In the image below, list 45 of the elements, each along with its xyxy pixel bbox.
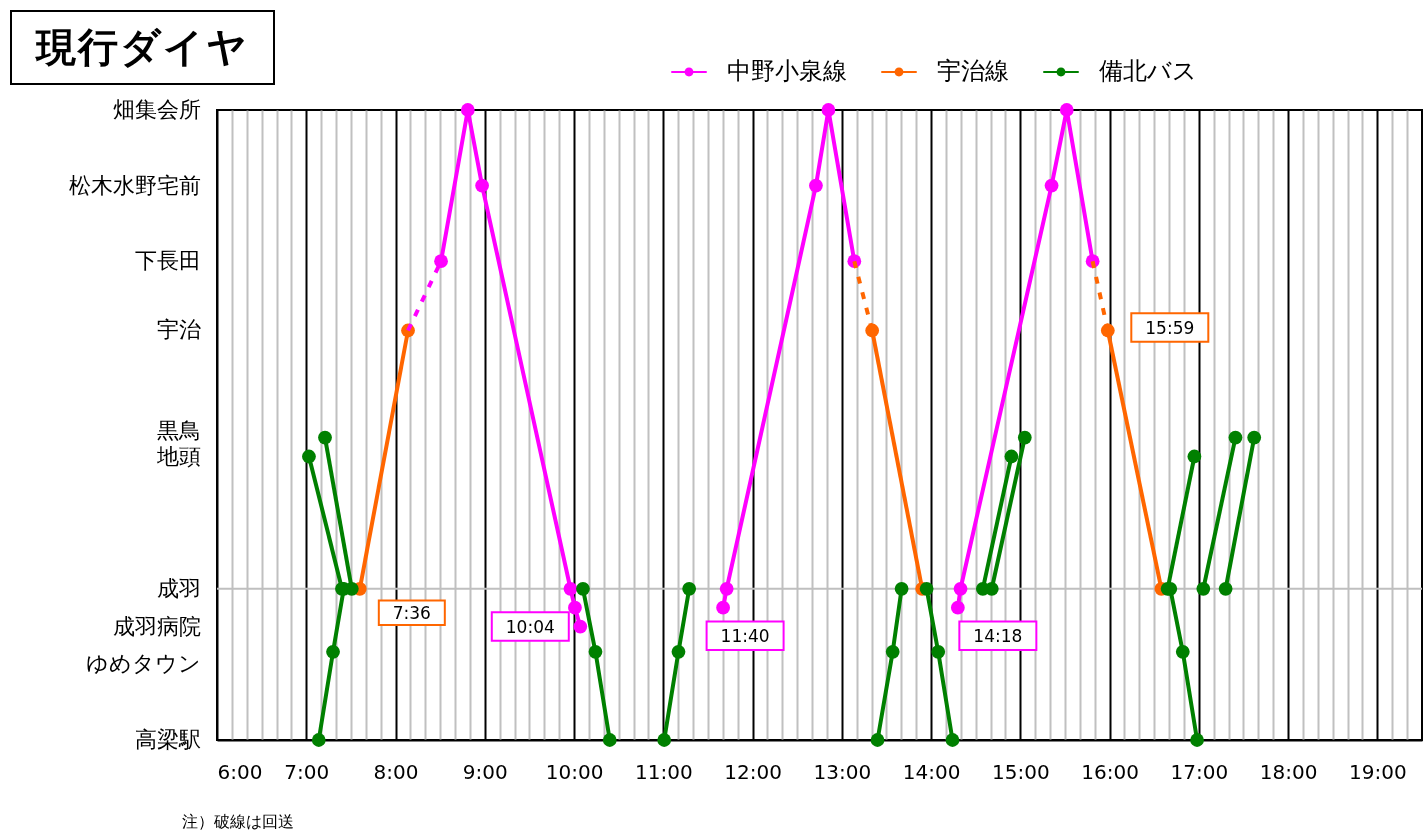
x-tick-label: 6:00	[217, 759, 263, 784]
text: 畑集会所	[113, 97, 201, 122]
text: 宇治	[157, 317, 201, 342]
x-tick-label: 7:00	[284, 759, 330, 784]
x-tick-label: 19:00	[1349, 759, 1407, 784]
x-tick-label: 12:00	[724, 759, 782, 784]
annotation: 14:18	[973, 625, 1023, 646]
text: 高梁駅	[135, 727, 201, 752]
point	[475, 178, 489, 193]
point	[434, 254, 448, 269]
text: 成羽病院	[113, 614, 201, 639]
annotation: 15:59	[1145, 317, 1195, 338]
x-tick-label: 17:00	[1170, 759, 1229, 784]
legend-label: 宇治線	[937, 57, 1009, 85]
text: ゆめタウン	[86, 651, 201, 676]
legend-label: 中野小泉線	[727, 57, 847, 85]
point	[302, 449, 316, 464]
point	[563, 581, 578, 596]
x-tick-label: 15:00	[992, 759, 1050, 784]
x-tick-label: 18:00	[1259, 759, 1318, 784]
point	[1059, 103, 1074, 117]
point	[326, 644, 340, 659]
annotation: 10:04	[505, 616, 555, 637]
text: 注）破線は回送	[182, 812, 294, 833]
x-tick-label: 16:00	[1081, 759, 1139, 784]
text: 成羽	[157, 576, 201, 601]
chart-title: 現行ダイヤ	[10, 10, 275, 85]
annotation: 11:40	[720, 625, 770, 646]
annotation: 7:36	[392, 602, 431, 623]
text: 下長田	[135, 248, 201, 273]
x-tick-label: 8:00	[373, 759, 419, 784]
point	[568, 600, 582, 615]
legend-label: 備北バス	[1099, 57, 1197, 85]
point	[460, 103, 475, 117]
x-tick-label: 14:00	[902, 759, 961, 784]
point	[953, 581, 968, 596]
text: 松木水野宅前	[69, 173, 201, 198]
x-tick-label: 13:00	[813, 759, 872, 784]
x-tick-label: 9:00	[462, 759, 508, 784]
point	[1044, 178, 1059, 193]
point	[311, 733, 326, 747]
x-tick-label: 10:00	[545, 759, 604, 784]
text: 地頭	[156, 444, 201, 469]
x-tick-label: 11:00	[634, 759, 693, 784]
text: 黒鳥	[157, 418, 201, 443]
